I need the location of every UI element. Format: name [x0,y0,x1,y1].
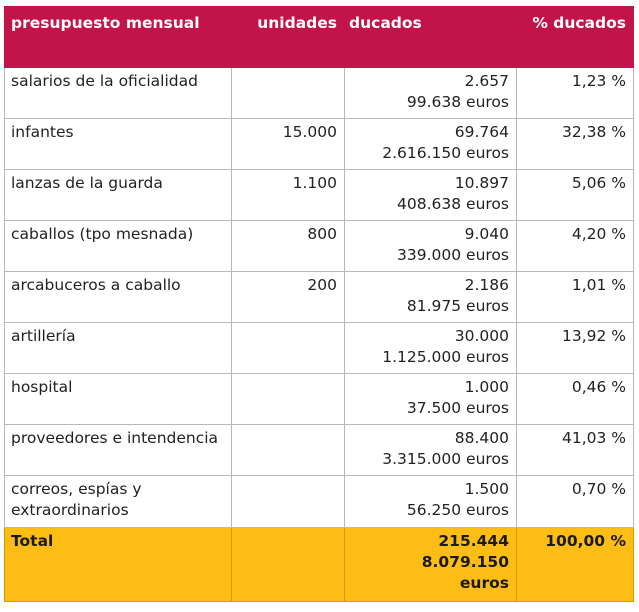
total-ducats-cell: 215.444 8.079.150 euros [344,527,517,602]
row-percent: 41,03 % [516,424,634,476]
row-concept: arcabuceros a caballo [4,271,232,323]
row-euros: 2.616.150 euros [382,144,509,162]
row-units [231,373,345,425]
table-row: hospital 1.000 37.500 euros 0,46 % [4,373,634,425]
row-euros: 1.125.000 euros [382,348,509,366]
row-ducats-cell: 1.000 37.500 euros [344,373,517,425]
row-ducats: 10.897 [454,174,509,192]
row-ducats-cell: 2.186 81.975 euros [344,271,517,323]
total-units [231,527,345,602]
row-units [231,322,345,374]
row-ducats: 30.000 [454,327,509,345]
total-euros-value: 8.079.150 [421,553,509,571]
row-euros: 339.000 euros [397,246,509,264]
row-percent: 13,92 % [516,322,634,374]
row-percent: 0,70 % [516,475,634,528]
row-ducats-cell: 1.500 56.250 euros [344,475,517,528]
row-ducats: 9.040 [464,225,509,243]
row-euros: 81.975 euros [406,297,509,315]
row-concept: correos, espías y extraordinarios [4,475,232,528]
total-ducats: 215.444 [438,532,509,550]
row-ducats: 88.400 [454,429,509,447]
row-units: 200 [231,271,345,323]
header-percent: % ducados [516,6,634,68]
table-row: artillería 30.000 1.125.000 euros 13,92 % [4,322,634,374]
table-row: proveedores e intendencia 88.400 3.315.000… [4,424,634,476]
row-ducats: 1.500 [464,480,509,498]
row-percent: 32,38 % [516,118,634,170]
row-percent: 1,23 % [516,67,634,119]
total-label: Total [4,527,232,602]
row-euros: 56.250 euros [406,501,509,519]
row-ducats-cell: 30.000 1.125.000 euros [344,322,517,374]
row-euros: 37.500 euros [406,399,509,417]
row-units [231,475,345,528]
table-header-row: presupuesto mensual unidades ducados % d… [4,6,634,68]
row-concept: artillería [4,322,232,374]
row-percent: 4,20 % [516,220,634,272]
row-concept: caballos (tpo mesnada) [4,220,232,272]
row-ducats-cell: 88.400 3.315.000 euros [344,424,517,476]
table-row: infantes 15.000 69.764 2.616.150 euros 32,38… [4,118,634,170]
row-concept: proveedores e intendencia [4,424,232,476]
header-concept: presupuesto mensual [4,6,232,68]
table-row: salarios de la oficialidad 2.657 99.638 eu… [4,67,634,119]
row-percent: 0,46 % [516,373,634,425]
row-euros: 408.638 euros [397,195,509,213]
row-concept: salarios de la oficialidad [4,67,232,119]
row-units: 1.100 [231,169,345,221]
row-units: 800 [231,220,345,272]
row-percent: 5,06 % [516,169,634,221]
row-concept: hospital [4,373,232,425]
total-euros-unit: euros [459,574,509,592]
row-ducats-cell: 10.897 408.638 euros [344,169,517,221]
row-ducats: 2.657 [464,72,509,90]
row-concept: lanzas de la guarda [4,169,232,221]
row-ducats: 69.764 [454,123,509,141]
row-euros: 3.315.000 euros [382,450,509,468]
row-euros: 99.638 euros [406,93,509,111]
row-units: 15.000 [231,118,345,170]
row-units [231,67,345,119]
table-row: correos, espías y extraordinarios 1.500 56… [4,475,634,528]
row-ducats: 1.000 [464,378,509,396]
row-ducats-cell: 69.764 2.616.150 euros [344,118,517,170]
row-units [231,424,345,476]
table-row: lanzas de la guarda 1.100 10.897 408.638 eu… [4,169,634,221]
row-ducats-cell: 2.657 99.638 euros [344,67,517,119]
row-ducats-cell: 9.040 339.000 euros [344,220,517,272]
total-percent: 100,00 % [516,527,634,602]
monthly-budget-table: presupuesto mensual unidades ducados % d… [4,6,634,602]
header-ducats: ducados [344,6,517,68]
total-row: Total 215.444 8.079.150 euros 100,00 % [4,527,634,602]
table-row: arcabuceros a caballo 200 2.186 81.975 euro… [4,271,634,323]
row-ducats: 2.186 [464,276,509,294]
header-units: unidades [231,6,345,68]
row-percent: 1,01 % [516,271,634,323]
row-concept: infantes [4,118,232,170]
table-row: caballos (tpo mesnada) 800 9.040 339.000 eu… [4,220,634,272]
